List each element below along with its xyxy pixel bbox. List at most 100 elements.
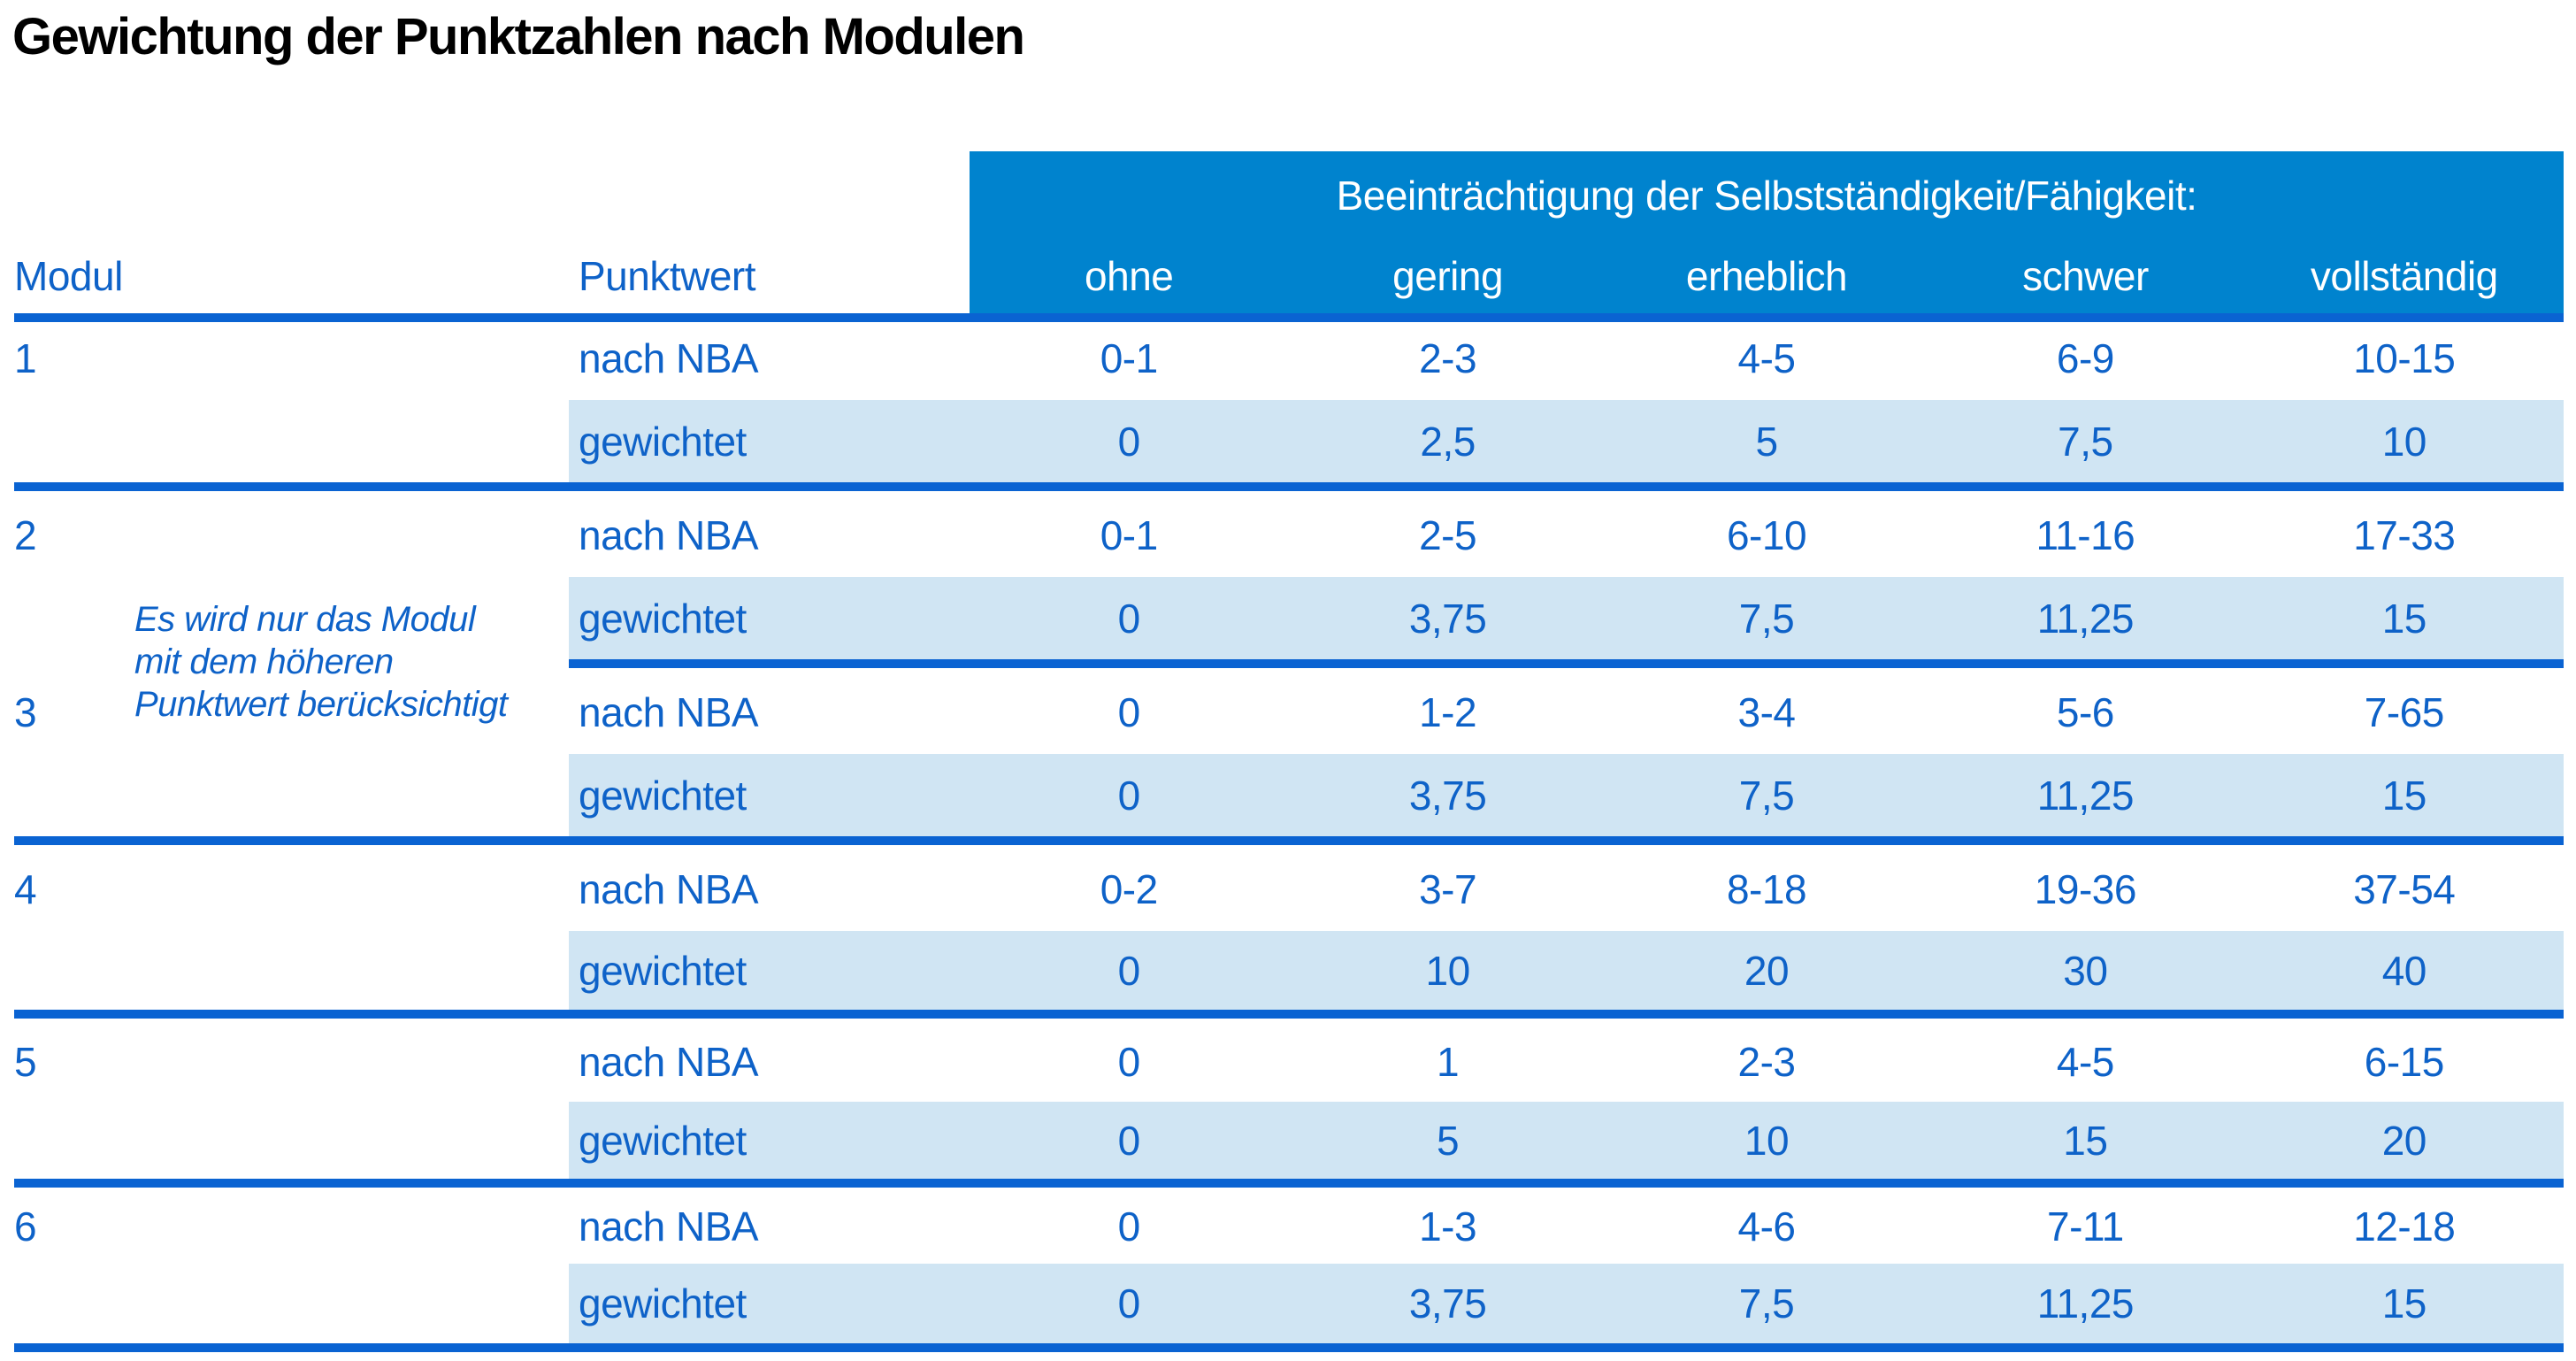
cell-m6-weighted-3: 11,25 — [2036, 1280, 2135, 1326]
module-separator-rule — [14, 1343, 2564, 1352]
cell-m4-weighted-2: 20 — [1744, 947, 1790, 994]
cell-m3-weighted-4: 15 — [2381, 772, 2427, 819]
cell-m6-weighted-4: 15 — [2381, 1280, 2427, 1326]
row-highlight — [569, 577, 2564, 659]
row-label: nach NBA — [579, 512, 759, 558]
cell-m6-weighted-1: 3,75 — [1408, 1280, 1487, 1326]
cell-m2-weighted-2: 7,5 — [1738, 595, 1795, 642]
module-2-weighted-row: gewichtet 0 3,75 7,5 11,25 15 — [0, 577, 2576, 659]
column-header-modul: Modul — [14, 253, 123, 299]
cell-m5-weighted-0: 0 — [1117, 1117, 1141, 1164]
cell-m1-nba-1: 2-3 — [1419, 335, 1477, 381]
row-label: nach NBA — [579, 335, 759, 381]
severity-header-schwer: schwer — [2022, 253, 2149, 299]
cell-m2-nba-3: 11-16 — [2036, 512, 2135, 558]
page-title: Gewichtung der Punktzahlen nach Modulen — [12, 8, 1025, 65]
module-6-weighted-row: gewichtet 0 3,75 7,5 11,25 15 — [0, 1264, 2576, 1343]
note-line: Es wird nur das Modul — [134, 600, 476, 639]
row-highlight — [569, 754, 2564, 836]
cell-m4-weighted-4: 40 — [2381, 947, 2427, 994]
cell-m4-nba-4: 37-54 — [2353, 866, 2456, 912]
note-line: mit dem höheren — [134, 642, 394, 681]
cell-m6-nba-1: 1-3 — [1419, 1203, 1477, 1250]
cell-m2-weighted-1: 3,75 — [1408, 595, 1487, 642]
cell-m3-weighted-3: 11,25 — [2036, 772, 2135, 819]
cell-m5-weighted-2: 10 — [1744, 1117, 1790, 1164]
cell-m3-nba-4: 7-65 — [2364, 689, 2445, 735]
cell-m1-nba-4: 10-15 — [2353, 335, 2456, 381]
cell-m2-weighted-4: 15 — [2381, 595, 2427, 642]
module-3-nba-row: 3 nach NBA 0 1-2 3-4 5-6 7-65 — [0, 671, 2576, 754]
cell-m2-weighted-3: 11,25 — [2036, 595, 2135, 642]
module-1-weighted-row: gewichtet 0 2,5 5 7,5 10 — [0, 400, 2576, 482]
cell-m4-weighted-1: 10 — [1425, 947, 1471, 994]
cell-m4-nba-1: 3-7 — [1419, 866, 1477, 912]
cell-m5-weighted-1: 5 — [1437, 1117, 1460, 1164]
cell-m1-weighted-3: 7,5 — [2058, 418, 2113, 465]
cell-m3-nba-3: 5-6 — [2056, 689, 2114, 735]
module-5-weighted-row: gewichtet 0 5 10 15 20 — [0, 1102, 2576, 1179]
impairment-header-label: Beeinträchtigung der Selbstständigkeit/F… — [1336, 173, 2197, 219]
cell-m1-nba-2: 4-5 — [1737, 335, 1796, 381]
cell-m5-nba-0: 0 — [1117, 1039, 1141, 1085]
row-label: gewichtet — [579, 418, 747, 465]
module-separator-rule — [569, 659, 2564, 668]
cell-m1-weighted-4: 10 — [2381, 418, 2427, 465]
row-highlight — [569, 400, 2564, 482]
module-separator-rule — [14, 836, 2564, 845]
cell-m1-weighted-1: 2,5 — [1420, 418, 1476, 465]
cell-m5-nba-1: 1 — [1437, 1039, 1460, 1085]
module-3-weighted-row: gewichtet 0 3,75 7,5 11,25 15 — [0, 754, 2576, 836]
cell-m4-nba-0: 0-2 — [1100, 866, 1158, 912]
cell-m2-nba-0: 0-1 — [1100, 512, 1158, 558]
module-5-nba-row: 5 nach NBA 0 1 2-3 4-5 6-15 — [0, 1022, 2576, 1102]
cell-m3-nba-1: 1-2 — [1419, 689, 1477, 735]
module-4-nba-row: 4 nach NBA 0-2 3-7 8-18 19-36 37-54 — [0, 848, 2576, 931]
module-separator-rule — [14, 482, 2564, 491]
cell-m5-nba-3: 4-5 — [2056, 1039, 2114, 1085]
module-separator-rule — [14, 1179, 2564, 1188]
cell-m3-weighted-2: 7,5 — [1738, 772, 1795, 819]
cell-m2-nba-4: 17-33 — [2353, 512, 2456, 558]
cell-m5-weighted-3: 15 — [2063, 1117, 2108, 1164]
module-1-nba-row: 1 nach NBA 0-1 2-3 4-5 6-9 10-15 — [0, 317, 2576, 400]
cell-m6-nba-2: 4-6 — [1737, 1203, 1796, 1250]
header-divider-rule — [14, 313, 2564, 322]
cell-m3-nba-0: 0 — [1117, 689, 1141, 735]
cell-m4-nba-3: 19-36 — [2034, 866, 2137, 912]
row-highlight — [569, 931, 2564, 1010]
cell-m5-nba-4: 6-15 — [2364, 1039, 2445, 1085]
cell-m6-weighted-0: 0 — [1117, 1280, 1141, 1326]
cell-m3-nba-2: 3-4 — [1737, 689, 1796, 735]
cell-m1-nba-0: 0-1 — [1100, 335, 1158, 381]
module-6-nba-row: 6 nach NBA 0 1-3 4-6 7-11 12-18 — [0, 1188, 2576, 1264]
cell-m2-weighted-0: 0 — [1117, 595, 1141, 642]
module-number: 2 — [14, 512, 37, 558]
cell-m4-weighted-0: 0 — [1117, 947, 1141, 994]
cell-m3-weighted-0: 0 — [1117, 772, 1141, 819]
severity-header-gering: gering — [1392, 253, 1504, 299]
module-4-weighted-row: gewichtet 0 10 20 30 40 — [0, 931, 2576, 1010]
row-label: nach NBA — [579, 1039, 759, 1085]
impairment-header-block: Beeinträchtigung der Selbstständigkeit/F… — [970, 151, 2564, 313]
module-number: 3 — [14, 689, 37, 735]
row-label: gewichtet — [579, 947, 747, 994]
cell-m2-nba-1: 2-5 — [1419, 512, 1477, 558]
module-separator-rule — [14, 1010, 2564, 1019]
cell-m1-weighted-2: 5 — [1755, 418, 1778, 465]
row-label: nach NBA — [579, 689, 759, 735]
cell-m2-nba-2: 6-10 — [1726, 512, 1807, 558]
note-line: Punktwert berücksichtigt — [134, 685, 508, 724]
cell-m6-weighted-2: 7,5 — [1738, 1280, 1795, 1326]
cell-m5-weighted-4: 20 — [2381, 1117, 2427, 1164]
severity-header-vollstaendig: vollständig — [2310, 253, 2498, 299]
severity-header-ohne: ohne — [1085, 253, 1174, 299]
cell-m1-weighted-0: 0 — [1117, 418, 1141, 465]
cell-m6-nba-0: 0 — [1117, 1203, 1141, 1250]
row-label: gewichtet — [579, 1280, 747, 1326]
row-label: gewichtet — [579, 1117, 747, 1164]
row-label: gewichtet — [579, 772, 747, 819]
module-number: 1 — [14, 335, 37, 381]
row-label: nach NBA — [579, 1203, 759, 1250]
